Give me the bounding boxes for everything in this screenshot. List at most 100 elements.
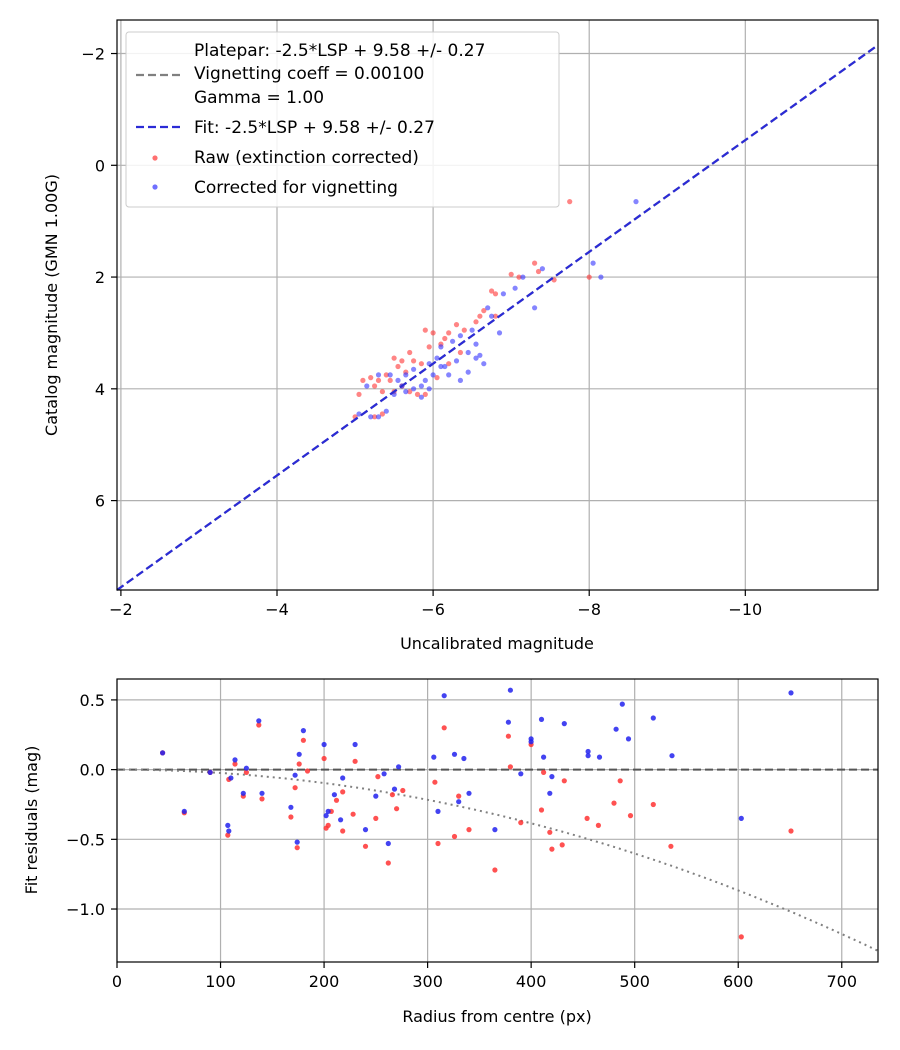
corrected-point — [391, 786, 398, 792]
raw-point — [288, 814, 294, 820]
raw-point — [492, 291, 499, 297]
raw-point — [383, 372, 389, 378]
corrected-point — [294, 839, 300, 845]
raw-point — [466, 827, 472, 833]
corrected-point — [461, 755, 467, 762]
corrected-point — [596, 754, 603, 760]
raw-point — [617, 778, 623, 784]
corrected-point — [411, 366, 417, 372]
y-tick-label: −0.5 — [66, 830, 105, 849]
x-tick-label: 400 — [516, 972, 547, 991]
raw-point — [788, 828, 794, 834]
corrected-point — [512, 285, 518, 291]
corrected-point — [300, 728, 306, 734]
corrected-point — [518, 771, 524, 777]
corrected-point — [431, 754, 437, 760]
y-tick-label: 0.0 — [80, 761, 105, 780]
corrected-point — [321, 741, 327, 748]
raw-point — [492, 867, 498, 873]
bottom-axis-ticks: 0 100 200 300 400 500 600 700 −1.0 −0.5 0.0 0.5 — [66, 691, 857, 991]
raw-point — [373, 815, 379, 822]
raw-point — [559, 842, 565, 848]
corrected-point — [625, 736, 632, 742]
corrected-point — [395, 377, 401, 383]
raw-point — [492, 313, 499, 319]
corrected-point — [352, 741, 358, 748]
corrected-point — [788, 690, 794, 696]
raw-point — [508, 271, 514, 277]
x-tick-label: −4 — [265, 600, 289, 619]
legend-gamma-label: Gamma = 1.00 — [194, 88, 324, 108]
raw-point — [481, 308, 487, 314]
corrected-point — [403, 372, 409, 378]
corrected-point — [598, 274, 604, 280]
raw-point — [477, 313, 483, 319]
x-tick-label: 0 — [112, 972, 122, 991]
raw-point — [418, 361, 424, 367]
corrected-point — [422, 377, 428, 383]
raw-point — [535, 268, 542, 275]
y-tick-label: 6 — [95, 492, 105, 511]
corrected-point — [435, 808, 441, 815]
corrected-point — [438, 363, 444, 370]
raw-point — [668, 843, 674, 849]
top-x-axis-label: Uncalibrated magnitude — [400, 634, 594, 653]
legend-platepar-label: Platepar: -2.5*LSP + 9.58 +/- 0.27 — [194, 41, 485, 61]
y-tick-label: 0.5 — [80, 691, 105, 710]
raw-point — [391, 355, 397, 361]
raw-point — [321, 755, 327, 762]
corrected-point — [528, 739, 534, 745]
corrected-point — [477, 352, 483, 358]
corrected-point — [288, 804, 294, 810]
raw-point — [549, 846, 555, 852]
corrected-point — [373, 793, 379, 799]
raw-point — [292, 785, 298, 791]
bottom-x-axis-label: Radius from centre (px) — [402, 1007, 591, 1026]
corrected-point — [442, 363, 448, 370]
corrected-point — [325, 808, 331, 815]
corrected-point — [434, 355, 440, 361]
corrected-point — [441, 693, 447, 699]
corrected-point — [613, 726, 619, 732]
legend-box — [125, 31, 560, 208]
raw-point — [232, 761, 238, 767]
corrected-point — [207, 769, 213, 776]
raw-point — [414, 391, 421, 397]
raw-point — [538, 807, 545, 813]
corrected-point — [453, 358, 460, 364]
corrected-point — [226, 828, 232, 834]
corrected-point — [451, 751, 458, 757]
raw-point — [379, 389, 385, 395]
corrected-point — [650, 715, 656, 721]
legend-corrected-label: Corrected for vignetting — [194, 178, 398, 198]
raw-point — [518, 820, 524, 826]
raw-point — [325, 822, 331, 829]
corrected-point — [438, 344, 444, 350]
corrected-point — [396, 764, 402, 770]
corrected-point — [585, 753, 591, 759]
corrected-point — [356, 411, 362, 417]
raw-point — [422, 391, 428, 397]
corrected-point — [232, 757, 238, 763]
corrected-point — [243, 765, 249, 771]
raw-point — [362, 843, 369, 849]
corrected-point — [450, 338, 456, 344]
legend-raw-label: Raw (extinction corrected) — [194, 148, 419, 168]
corrected-point — [465, 369, 471, 375]
raw-point — [400, 787, 406, 794]
raw-point — [407, 389, 413, 395]
corrected-point — [225, 822, 231, 829]
raw-point — [489, 288, 495, 294]
raw-point — [372, 383, 378, 389]
top-panel: −2 −4 −6 −8 −10 −2 0 2 4 6 Uncalibrated magnitude… — [42, 19, 879, 653]
raw-point — [595, 822, 602, 829]
x-tick-label: 500 — [619, 972, 650, 991]
y-tick-label: 2 — [95, 268, 105, 287]
corrected-point — [256, 718, 262, 724]
x-tick-label: −10 — [728, 600, 762, 619]
legend-fit-label: Fit: -2.5*LSP + 9.58 +/- 0.27 — [194, 118, 435, 138]
raw-point — [532, 260, 538, 266]
corrected-point — [485, 305, 491, 311]
corrected-point — [465, 349, 471, 356]
